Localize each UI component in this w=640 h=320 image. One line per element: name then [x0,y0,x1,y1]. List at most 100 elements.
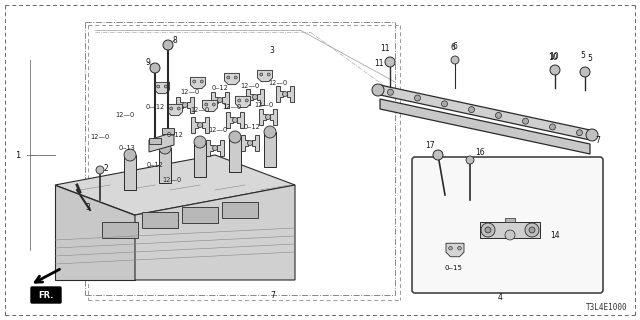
Text: 0‒15: 0‒15 [444,265,462,271]
Polygon shape [175,97,183,113]
Polygon shape [237,112,244,128]
Polygon shape [259,109,266,125]
Circle shape [229,131,241,143]
Text: 0‒12: 0‒12 [166,132,184,138]
Text: 3: 3 [269,45,275,54]
Polygon shape [222,202,258,218]
Text: 14: 14 [550,230,560,239]
Polygon shape [257,70,273,82]
Polygon shape [187,97,195,113]
Polygon shape [380,99,590,154]
Circle shape [372,84,384,96]
Circle shape [577,130,582,136]
Text: 2: 2 [104,164,108,172]
Circle shape [442,101,447,107]
Text: 0—12: 0—12 [145,104,164,110]
Polygon shape [276,86,284,102]
Text: 16: 16 [475,148,485,156]
Circle shape [525,223,539,237]
Polygon shape [257,89,264,105]
Circle shape [177,107,180,110]
Polygon shape [135,185,295,280]
Circle shape [260,73,263,76]
FancyBboxPatch shape [31,287,61,303]
Circle shape [163,40,173,50]
Circle shape [212,103,215,106]
Polygon shape [55,185,135,280]
Circle shape [252,94,257,100]
Circle shape [200,80,204,83]
Polygon shape [480,222,540,238]
Circle shape [449,246,452,250]
Circle shape [586,129,598,141]
Polygon shape [202,117,209,133]
Polygon shape [205,140,213,156]
Circle shape [282,92,287,97]
Circle shape [170,107,173,110]
Circle shape [466,156,474,164]
Polygon shape [217,140,225,156]
Polygon shape [269,109,277,125]
Circle shape [96,166,104,174]
Circle shape [522,118,529,124]
Circle shape [387,89,394,95]
Text: 5: 5 [580,51,586,60]
Text: 12—0: 12—0 [254,102,274,108]
Polygon shape [221,92,229,108]
Circle shape [268,73,270,76]
Circle shape [266,115,271,120]
Polygon shape [168,104,182,116]
Polygon shape [246,89,253,105]
Circle shape [159,142,171,154]
Polygon shape [124,155,136,190]
Text: 8: 8 [173,36,177,44]
Polygon shape [226,112,234,128]
Text: 10: 10 [549,52,559,60]
Circle shape [124,149,136,161]
Text: 12—0: 12—0 [222,104,242,110]
Text: 12—0: 12—0 [268,80,287,86]
Circle shape [485,227,491,233]
Text: 12—0: 12—0 [163,177,182,183]
Circle shape [164,85,167,88]
Circle shape [194,136,206,148]
Text: 0‒13: 0‒13 [118,145,136,151]
Circle shape [505,230,515,240]
Circle shape [415,95,420,101]
Text: 10: 10 [548,52,558,61]
Polygon shape [142,212,178,228]
Text: 12—0: 12—0 [190,107,210,113]
Polygon shape [191,77,205,89]
Polygon shape [149,138,161,144]
Polygon shape [446,243,464,257]
Text: 17: 17 [425,140,435,149]
Circle shape [218,98,223,102]
Polygon shape [162,128,174,134]
Circle shape [495,112,502,118]
Polygon shape [194,142,206,177]
Circle shape [157,85,160,88]
Polygon shape [182,207,218,223]
FancyBboxPatch shape [412,157,603,293]
Circle shape [385,57,395,67]
Circle shape [232,117,237,123]
Circle shape [198,123,202,128]
Text: 0‒12: 0‒12 [212,85,228,91]
Circle shape [451,56,459,64]
Polygon shape [241,135,248,151]
Circle shape [529,227,535,233]
Text: 5: 5 [588,53,593,62]
Polygon shape [159,148,171,183]
Circle shape [248,140,253,146]
Text: 12—0: 12—0 [241,83,260,89]
Polygon shape [149,132,174,152]
Polygon shape [225,73,239,84]
Text: 6: 6 [452,42,458,51]
Text: 0‒12: 0‒12 [147,162,163,168]
Circle shape [227,76,230,79]
Text: FR.: FR. [38,291,54,300]
Polygon shape [264,132,276,167]
Polygon shape [229,137,241,172]
Polygon shape [380,85,590,140]
Polygon shape [505,218,515,222]
